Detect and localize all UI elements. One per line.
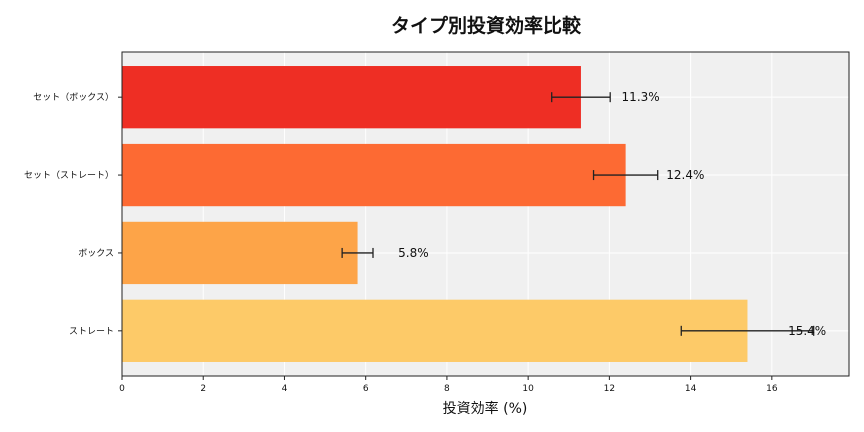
y-tick-label: セット（ボックス） bbox=[33, 92, 114, 103]
x-tick-label: 12 bbox=[604, 384, 615, 394]
data-label: 15.4% bbox=[788, 324, 826, 338]
y-tick-label: ストレート bbox=[69, 327, 114, 337]
x-tick-label: 2 bbox=[200, 384, 206, 394]
bar bbox=[122, 66, 581, 129]
data-label: 11.3% bbox=[622, 90, 660, 104]
x-tick-label: 10 bbox=[522, 384, 534, 394]
chart-title: タイプ別投資効率比較 bbox=[391, 14, 582, 37]
x-tick-label: 6 bbox=[363, 384, 369, 394]
bar bbox=[122, 221, 358, 285]
bar bbox=[122, 299, 748, 362]
x-axis-label: 投資効率 (%) bbox=[443, 400, 528, 417]
data-label: 5.8% bbox=[398, 246, 429, 260]
x-tick-label: 4 bbox=[282, 384, 288, 394]
x-tick-label: 16 bbox=[766, 384, 778, 394]
plot-frame bbox=[121, 51, 850, 377]
bar bbox=[122, 143, 626, 207]
data-label: 12.4% bbox=[666, 168, 704, 182]
x-tick-label: 0 bbox=[119, 384, 125, 394]
x-tick-label: 8 bbox=[444, 384, 450, 394]
y-tick-label: ボックス bbox=[78, 248, 114, 259]
x-tick-label: 14 bbox=[685, 384, 697, 394]
y-tick-label: セット（ストレート） bbox=[24, 170, 114, 181]
